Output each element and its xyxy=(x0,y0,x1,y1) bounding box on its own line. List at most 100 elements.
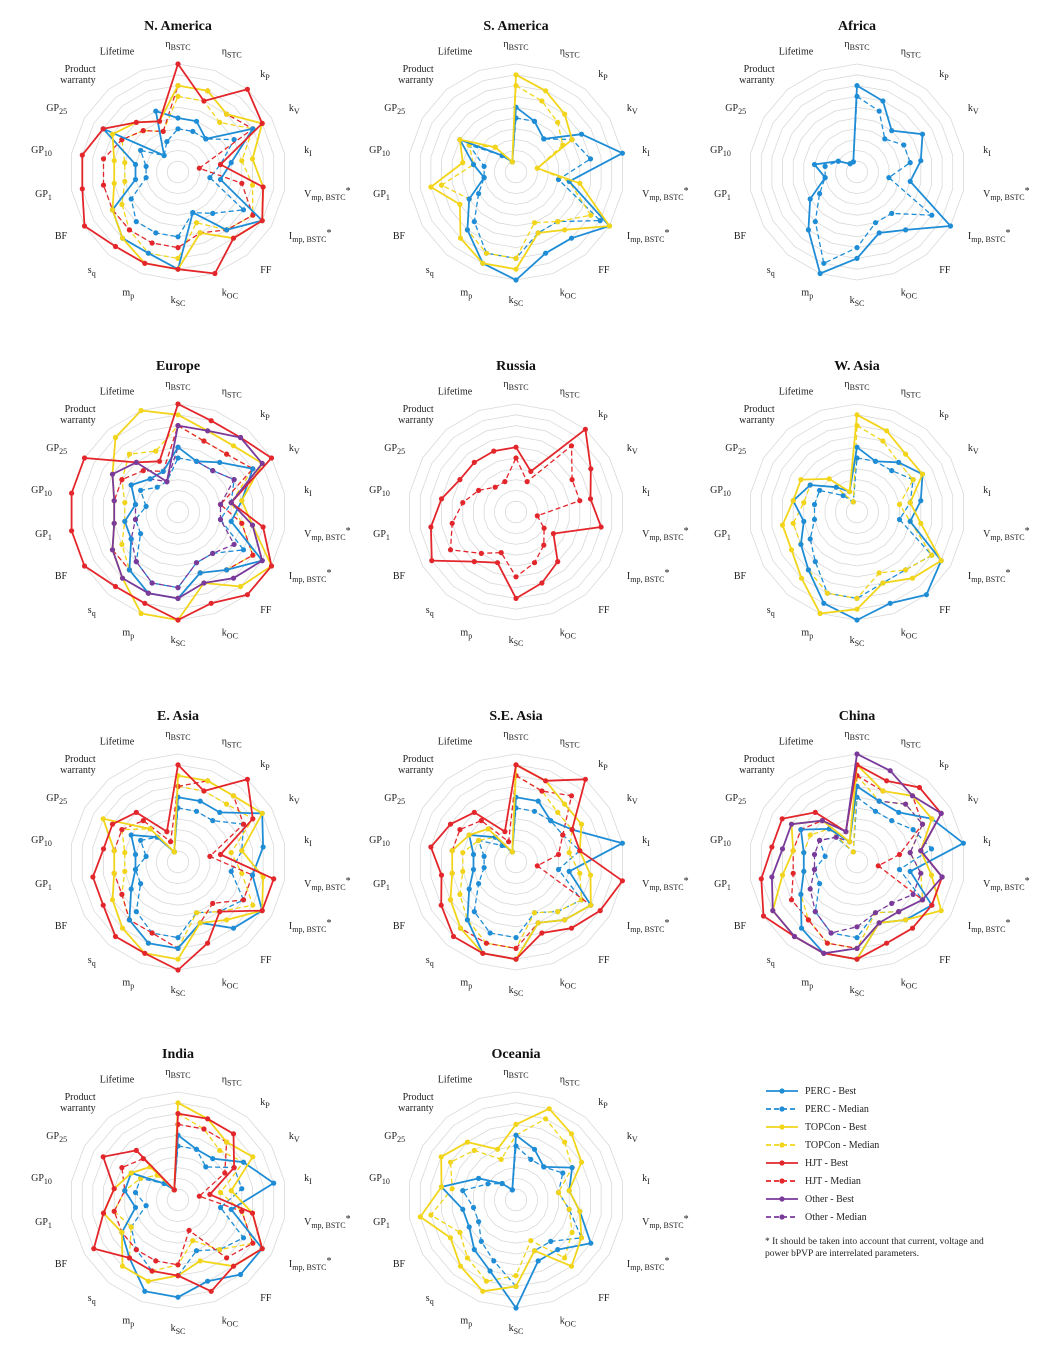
data-point xyxy=(928,872,935,878)
data-point xyxy=(217,909,223,915)
axis-label-kI: kI xyxy=(642,835,650,848)
data-point xyxy=(197,1258,203,1264)
axis-label-kV: kV xyxy=(968,103,979,116)
data-point xyxy=(903,801,909,807)
data-point xyxy=(896,866,903,873)
data-point xyxy=(193,560,200,566)
data-point xyxy=(464,227,470,233)
data-point xyxy=(69,528,75,534)
data-point xyxy=(119,1263,126,1269)
data-point xyxy=(428,1212,434,1218)
axis-label-ksc: kSC xyxy=(850,985,865,998)
data-point xyxy=(460,850,466,856)
axis-label-eta_bstc: ηBSTC xyxy=(165,729,190,742)
data-point xyxy=(562,801,568,807)
data-point xyxy=(133,1247,139,1253)
data-point xyxy=(138,881,144,887)
data-point xyxy=(447,821,454,827)
data-point xyxy=(807,482,813,488)
series-line xyxy=(781,413,943,615)
axis-label-ff: FF xyxy=(260,605,272,616)
data-point xyxy=(224,917,230,923)
axis-label-pw: Product warranty xyxy=(739,64,775,86)
data-point xyxy=(260,184,266,190)
data-point xyxy=(880,788,886,794)
data-point xyxy=(175,1111,181,1117)
axis-label-sq: sq xyxy=(767,955,775,968)
data-point xyxy=(81,223,88,229)
axis-label-ff: FF xyxy=(598,605,610,616)
grid-ring xyxy=(462,457,570,567)
data-point xyxy=(156,118,163,124)
data-point xyxy=(577,1208,583,1214)
axis-label-eta_stc: ηSTC xyxy=(560,737,580,750)
data-point xyxy=(119,201,125,207)
data-point xyxy=(154,484,160,490)
axis-label-eta_stc: ηSTC xyxy=(901,737,921,750)
series-line xyxy=(102,110,264,271)
data-point xyxy=(175,1100,181,1106)
data-point xyxy=(928,846,935,852)
data-point xyxy=(903,451,909,457)
data-point xyxy=(128,1170,134,1176)
data-point xyxy=(228,1206,234,1212)
grid-ring xyxy=(835,839,879,885)
axis-label-ksc: kSC xyxy=(509,635,524,648)
radar-chart: S. America ηBSTC ηSTC kP kV kI Vmp, BSTC* Imp, … xyxy=(369,19,688,308)
axis-label-ff: FF xyxy=(260,265,272,276)
data-point xyxy=(889,468,895,474)
data-point xyxy=(555,119,561,125)
axis-label-gp25: GP25 xyxy=(384,793,405,806)
axis-label-gp1: GP1 xyxy=(35,879,52,892)
grid-ring xyxy=(71,1091,285,1309)
data-point xyxy=(132,176,139,183)
data-point xyxy=(543,250,549,256)
data-point xyxy=(450,933,457,940)
data-point xyxy=(128,832,134,838)
data-point xyxy=(769,844,775,850)
data-point xyxy=(480,260,486,266)
axis-label-mp: mp xyxy=(122,627,134,640)
data-point xyxy=(460,1188,466,1194)
axis-label-kI: kI xyxy=(304,145,312,158)
data-point xyxy=(896,516,903,523)
legend-label: Other - Median xyxy=(805,1211,867,1223)
data-point xyxy=(835,158,841,164)
data-point xyxy=(476,487,482,493)
data-point xyxy=(535,920,541,926)
chart-title: Africa xyxy=(838,19,876,34)
grid-ring xyxy=(504,160,527,184)
axis-label-lt: Lifetime xyxy=(779,387,814,398)
series-hjt-median xyxy=(447,443,583,580)
axis-label-gp10: GP10 xyxy=(369,1173,390,1186)
data-point xyxy=(111,180,117,186)
series-topcon-median xyxy=(457,773,585,952)
data-point xyxy=(817,610,823,617)
data-point xyxy=(817,487,823,493)
grid-ring xyxy=(166,500,190,524)
axis-label-kV: kV xyxy=(289,103,300,116)
data-point xyxy=(260,844,266,850)
axis-label-lt: Lifetime xyxy=(438,737,473,748)
data-point xyxy=(568,235,575,241)
data-point xyxy=(476,191,482,197)
data-point xyxy=(149,240,155,246)
data-point xyxy=(790,520,796,526)
data-point xyxy=(483,250,489,256)
grid-ring xyxy=(760,74,954,270)
axis-label-kP: kP xyxy=(939,759,949,772)
data-point xyxy=(587,496,594,502)
axis-label-kP: kP xyxy=(598,759,608,772)
data-point xyxy=(828,930,834,936)
data-point xyxy=(535,1258,541,1264)
data-point xyxy=(562,1255,568,1261)
legend-items: PERC - Best PERC - Median TOPCon - Best TOP… xyxy=(765,1082,995,1226)
data-point xyxy=(196,165,202,171)
data-point xyxy=(224,111,230,117)
data-point xyxy=(588,466,594,472)
axis-label-kV: kV xyxy=(289,1131,300,1144)
data-point xyxy=(872,458,879,464)
data-point xyxy=(203,136,209,142)
data-point xyxy=(548,1238,554,1244)
data-point xyxy=(502,829,508,835)
